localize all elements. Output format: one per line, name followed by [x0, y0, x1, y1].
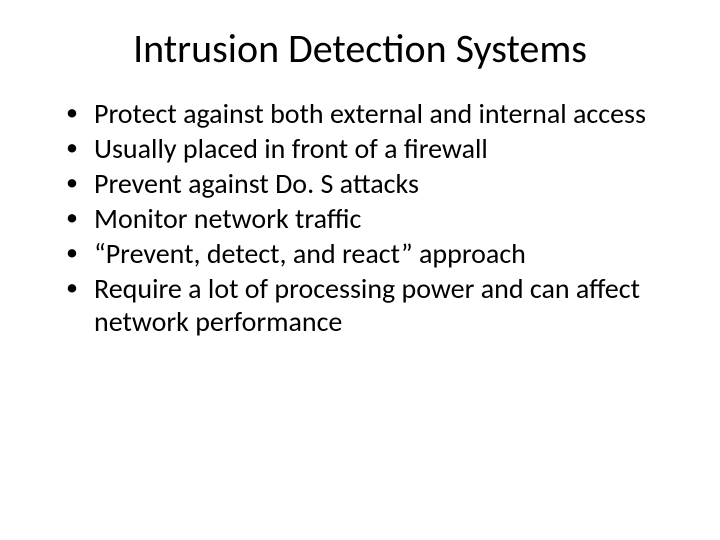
list-item: Require a lot of processing power and ca…: [64, 272, 666, 338]
list-item: “Prevent, detect, and react” approach: [64, 237, 666, 270]
slide-title: Intrusion Detection Systems: [50, 24, 670, 73]
list-item: Prevent against Do. S attacks: [64, 167, 666, 200]
slide: Intrusion Detection Systems Protect agai…: [0, 0, 720, 540]
bullet-list: Protect against both external and intern…: [50, 97, 670, 338]
list-item: Protect against both external and intern…: [64, 97, 666, 130]
list-item: Usually placed in front of a firewall: [64, 132, 666, 165]
list-item: Monitor network traffic: [64, 202, 666, 235]
